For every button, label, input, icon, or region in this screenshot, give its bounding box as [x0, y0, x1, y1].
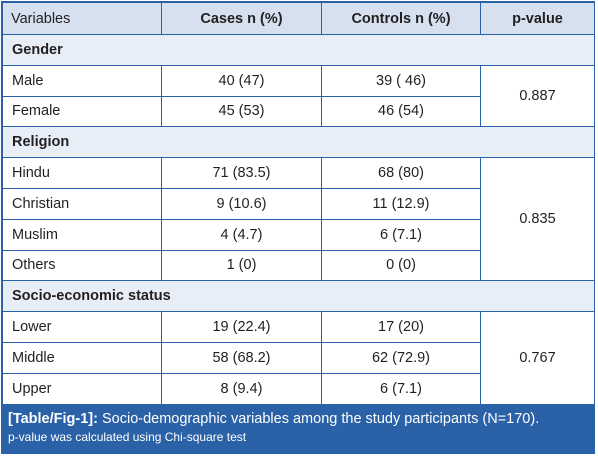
- section-row: Religion: [2, 126, 595, 159]
- p-value-cell: 0.887: [480, 64, 595, 128]
- row-cases: 4 (4.7): [161, 218, 322, 251]
- row-controls: 6 (7.1): [321, 218, 481, 251]
- row-controls: 6 (7.1): [321, 372, 481, 405]
- table-body: Gender Male 40 (47) 39 ( 46) 0.887 Female 45 (…: [2, 34, 595, 405]
- row-cases: 71 (83.5): [161, 157, 322, 189]
- table-row: Others 1 (0) 0 (0): [2, 249, 595, 282]
- row-variable: Christian: [2, 187, 162, 220]
- row-cases: 45 (53): [161, 95, 322, 128]
- row-cases: 8 (9.4): [161, 372, 322, 405]
- row-variable: Others: [2, 249, 162, 282]
- data-table: Variables Cases n (%) Controls n (%) p-v…: [2, 2, 595, 405]
- header-p-value: p-value: [480, 2, 595, 35]
- row-controls: 11 (12.9): [321, 187, 481, 220]
- caption-note: p-value was calculated using Chi-square …: [8, 430, 247, 444]
- caption-label: [Table/Fig-1]:: [8, 411, 98, 427]
- header-controls: Controls n (%): [321, 2, 481, 35]
- row-cases: 19 (22.4): [161, 311, 322, 343]
- p-value-cell: 0.835: [480, 157, 595, 282]
- row-controls: 68 (80): [321, 157, 481, 189]
- table-row: Hindu 71 (83.5) 68 (80) 0.835: [2, 157, 595, 282]
- row-variable: Middle: [2, 341, 162, 374]
- header-row: Variables Cases n (%) Controls n (%) p-v…: [2, 2, 595, 35]
- table-caption: [Table/Fig-1]: Socio-demographic variabl…: [2, 404, 594, 453]
- section-title: Gender: [2, 34, 595, 66]
- row-variable: Male: [2, 64, 162, 97]
- row-controls: 39 ( 46): [321, 64, 481, 97]
- row-variable: Female: [2, 95, 162, 128]
- table-row: Muslim 4 (4.7) 6 (7.1): [2, 218, 595, 251]
- row-variable: Upper: [2, 372, 162, 405]
- section-row: Socio-economic status: [2, 280, 595, 313]
- caption-line: [Table/Fig-1]: Socio-demographic variabl…: [8, 410, 588, 428]
- row-controls: 46 (54): [321, 95, 481, 128]
- section-title: Religion: [2, 126, 595, 159]
- row-controls: 62 (72.9): [321, 341, 481, 374]
- p-value-cell: 0.767: [480, 311, 595, 405]
- table-row: Christian 9 (10.6) 11 (12.9): [2, 187, 595, 220]
- row-controls: 0 (0): [321, 249, 481, 282]
- table-row: Upper 8 (9.4) 6 (7.1): [2, 372, 595, 405]
- row-variable: Hindu: [2, 157, 162, 189]
- table-row: Male 40 (47) 39 ( 46) 0.887: [2, 64, 595, 128]
- table-row: Female 45 (53) 46 (54): [2, 95, 595, 128]
- row-cases: 9 (10.6): [161, 187, 322, 220]
- table-row: Lower 19 (22.4) 17 (20) 0.767: [2, 311, 595, 405]
- section-title: Socio-economic status: [2, 280, 595, 313]
- row-cases: 1 (0): [161, 249, 322, 282]
- row-cases: 58 (68.2): [161, 341, 322, 374]
- row-cases: 40 (47): [161, 64, 322, 97]
- section-row: Gender: [2, 34, 595, 66]
- table-row: Middle 58 (68.2) 62 (72.9): [2, 341, 595, 374]
- header-cases: Cases n (%): [161, 2, 322, 35]
- row-variable: Muslim: [2, 218, 162, 251]
- row-controls: 17 (20): [321, 311, 481, 343]
- header-variables: Variables: [2, 2, 162, 35]
- row-variable: Lower: [2, 311, 162, 343]
- caption-text: Socio-demographic variables among the st…: [97, 411, 540, 427]
